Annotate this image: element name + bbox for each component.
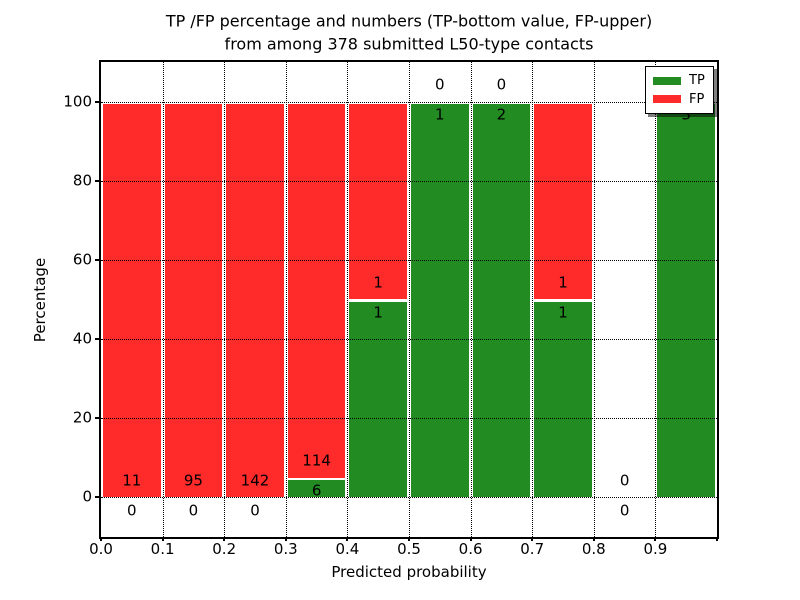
x-tick-label: 0.2 xyxy=(212,540,237,558)
x-tick-label: 0.6 xyxy=(458,540,483,558)
bar-count-tp: 0 xyxy=(250,501,260,520)
x-tick xyxy=(654,537,657,541)
bar-count-tp: 0 xyxy=(188,501,199,520)
x-gridline xyxy=(285,62,287,537)
y-tick xyxy=(95,179,99,182)
x-gridline xyxy=(655,62,657,537)
bar-count-tp: 1 xyxy=(558,303,568,322)
legend-label-fp: FP xyxy=(689,91,705,107)
x-gridline xyxy=(224,62,226,537)
x-tick xyxy=(531,537,534,541)
x-gridline xyxy=(470,62,472,537)
bar-segment-fp xyxy=(347,101,409,300)
x-tick xyxy=(161,537,164,541)
bar-count-tp: 0 xyxy=(127,501,137,520)
x-tick xyxy=(716,537,718,541)
bar-segment-fp xyxy=(532,101,594,300)
bar-count-fp: 1 xyxy=(373,273,383,292)
x-tick xyxy=(592,537,595,541)
y-tick-label: 0 xyxy=(82,487,92,506)
bar-count-tp: 1 xyxy=(435,105,445,124)
x-tick xyxy=(284,537,287,541)
x-tick-label: 0.0 xyxy=(89,540,113,558)
bar-segment-fp xyxy=(162,101,225,498)
bar-segment-fp xyxy=(285,101,348,478)
x-axis-label: Predicted probability xyxy=(331,563,487,581)
bar-segment-fp xyxy=(224,101,286,498)
bar-count-tp: 3 xyxy=(681,105,691,124)
y-tick-label: 100 xyxy=(63,92,92,111)
y-tick xyxy=(95,417,99,420)
x-tick xyxy=(223,537,226,541)
y-axis-label: Percentage xyxy=(31,257,49,343)
x-tick-label: 0.3 xyxy=(273,540,298,558)
tp-color-swatch xyxy=(653,76,681,85)
bar-segment-tp xyxy=(470,101,533,498)
y-tick xyxy=(95,496,99,499)
x-tick-label: 0.8 xyxy=(581,540,606,558)
bar-segment-tp xyxy=(532,299,594,498)
y-gridline xyxy=(101,259,717,261)
legend: TP FP xyxy=(645,66,714,114)
bar-segment-tp xyxy=(655,101,717,498)
x-tick-label: 0.4 xyxy=(335,540,360,558)
chart-title-line-1: TP /FP percentage and numbers (TP-bottom… xyxy=(165,11,653,31)
y-tick xyxy=(95,338,99,341)
bar-count-tp: 2 xyxy=(496,105,507,124)
legend-entry-fp: FP xyxy=(653,93,706,106)
x-tick-label: 0.5 xyxy=(397,540,421,558)
bar-segment-tp xyxy=(409,101,471,498)
chart-title-line-2: from among 378 submitted L50-type contac… xyxy=(224,34,594,54)
y-tick-label: 60 xyxy=(72,250,92,269)
bar-count-tp: 0 xyxy=(619,501,630,520)
bar-count-fp: 0 xyxy=(496,75,507,94)
bar-count-fp: 0 xyxy=(619,471,630,490)
x-tick-label: 0.9 xyxy=(643,540,668,558)
x-tick-label: 0.1 xyxy=(150,540,175,558)
x-gridline xyxy=(409,62,410,537)
x-tick-label: 0.7 xyxy=(520,540,545,558)
bar-segment-tp xyxy=(347,299,409,498)
x-tick xyxy=(408,537,410,541)
y-gridline xyxy=(101,497,717,499)
bar-count-fp: 114 xyxy=(302,451,331,470)
bar-count-fp: 0 xyxy=(435,75,445,94)
y-gridline xyxy=(101,101,717,103)
bar-count-fp: 95 xyxy=(183,471,203,490)
y-tick xyxy=(95,100,99,103)
legend-entry-tp: TP xyxy=(653,74,706,87)
bar-segment-fp xyxy=(101,101,163,498)
y-gridline xyxy=(101,418,717,420)
x-tick xyxy=(346,537,349,541)
fp-color-swatch xyxy=(653,95,681,104)
y-gridline xyxy=(101,339,717,341)
bar-count-fp: 1 xyxy=(558,273,568,292)
x-gridline xyxy=(532,62,534,537)
bar-count-fp: 142 xyxy=(240,471,270,490)
y-tick-label: 80 xyxy=(72,171,92,190)
x-tick xyxy=(100,537,102,541)
y-tick xyxy=(95,258,99,261)
x-gridline xyxy=(593,62,595,537)
x-gridline xyxy=(162,62,164,537)
y-tick-label: 20 xyxy=(72,408,92,427)
x-gridline xyxy=(347,62,349,537)
legend-label-tp: TP xyxy=(689,73,705,89)
bar-count-fp: 11 xyxy=(122,471,142,490)
bar-count-tp: 1 xyxy=(373,303,383,322)
bar-count-tp: 6 xyxy=(311,481,322,500)
y-tick-label: 40 xyxy=(72,329,92,348)
x-tick xyxy=(469,537,472,541)
y-gridline xyxy=(101,180,717,182)
plot-area: 11095014201146110102110003 xyxy=(99,60,719,539)
